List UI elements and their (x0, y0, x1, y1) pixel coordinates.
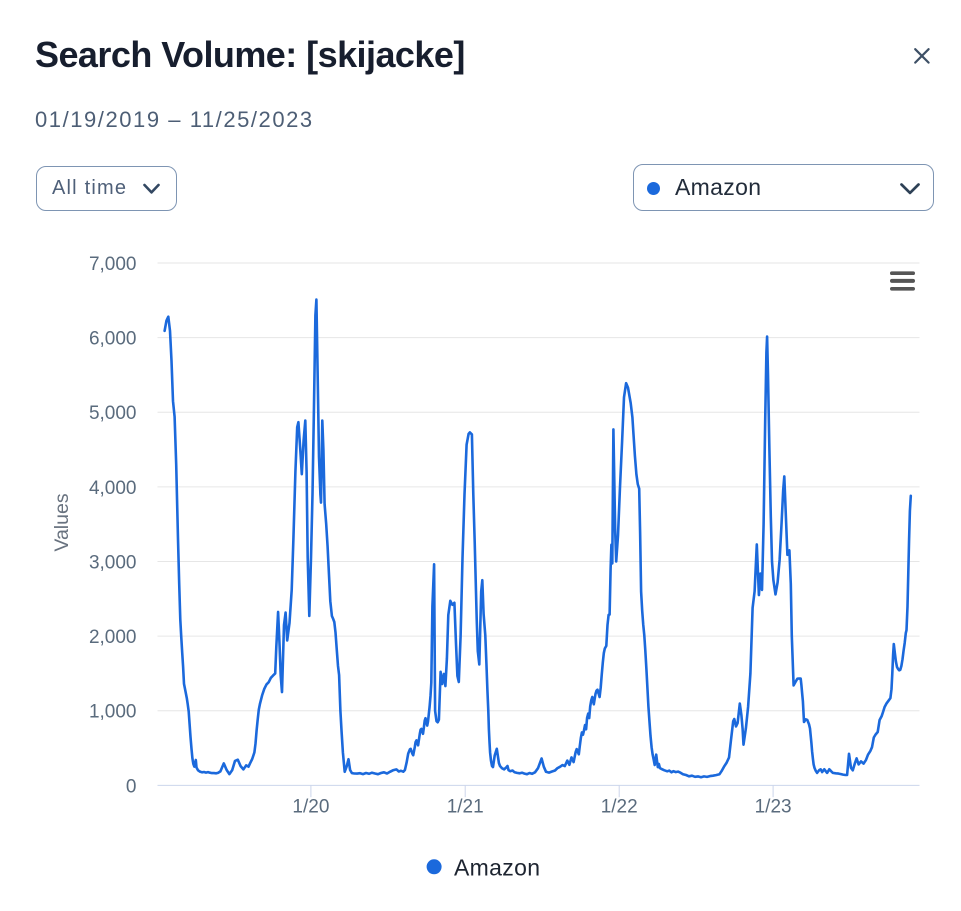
svg-text:6,000: 6,000 (89, 329, 137, 350)
svg-text:7,000: 7,000 (89, 254, 137, 275)
svg-text:4,000: 4,000 (89, 478, 137, 499)
svg-text:1/22: 1/22 (601, 797, 638, 818)
svg-text:1/20: 1/20 (292, 797, 329, 818)
svg-text:5,000: 5,000 (89, 403, 137, 424)
svg-text:Amazon: Amazon (454, 855, 540, 881)
svg-text:3,000: 3,000 (89, 552, 137, 573)
svg-text:2,000: 2,000 (89, 627, 137, 648)
svg-text:1,000: 1,000 (89, 702, 137, 723)
svg-text:1/21: 1/21 (447, 797, 484, 818)
svg-text:1/23: 1/23 (755, 797, 792, 818)
svg-text:Values: Values (51, 493, 73, 551)
svg-text:0: 0 (126, 776, 137, 797)
